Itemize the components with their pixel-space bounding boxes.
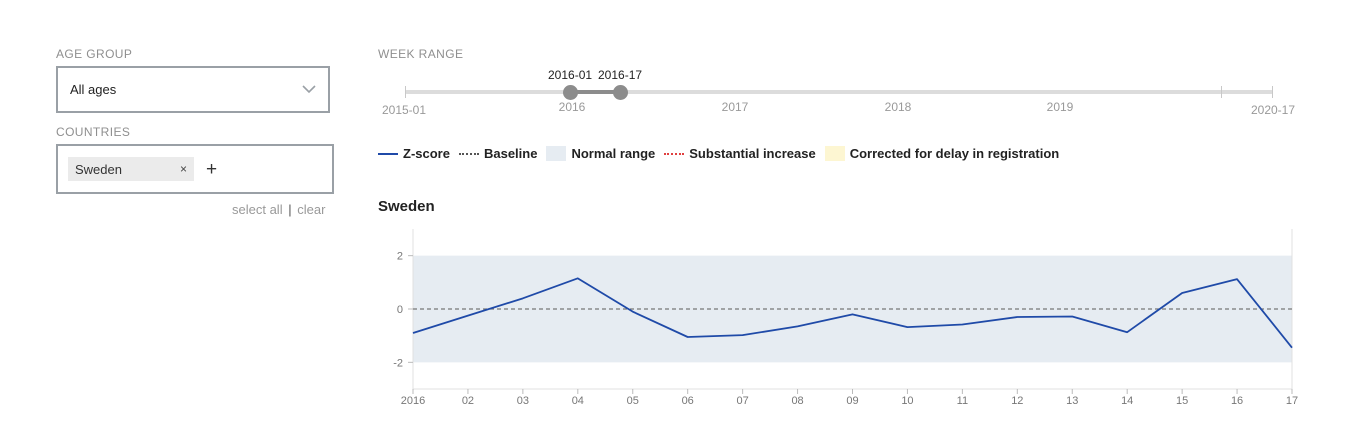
x-tick-label: 2016 bbox=[401, 395, 425, 407]
legend-swatch bbox=[378, 152, 398, 155]
x-tick-label: 11 bbox=[957, 395, 968, 407]
slider-tick: 2016 bbox=[558, 100, 586, 114]
x-tick-label: 07 bbox=[737, 395, 749, 407]
y-tick-label: 0 bbox=[397, 304, 403, 316]
x-tick-label: 03 bbox=[517, 395, 529, 407]
range-start-label: 2016-01 bbox=[548, 68, 593, 82]
x-tick-label: 09 bbox=[846, 395, 858, 407]
legend-swatch bbox=[824, 146, 845, 161]
x-tick-label: 12 bbox=[1011, 395, 1023, 407]
slider-tick: 2019 bbox=[1046, 100, 1074, 114]
x-tick-label: 04 bbox=[572, 395, 584, 407]
countries-label: COUNTRIES bbox=[56, 125, 131, 139]
x-tick-label: 08 bbox=[791, 395, 803, 407]
legend-label: Normal range bbox=[571, 146, 656, 161]
legend-label: Corrected for delay in registration bbox=[849, 146, 1060, 161]
clear-link[interactable]: clear bbox=[297, 202, 326, 217]
slider-tick: 2015-01 bbox=[381, 103, 427, 117]
chart-legend: Z-score Baseline Normal range Substantia… bbox=[378, 146, 1068, 161]
select-all-link[interactable]: select all bbox=[232, 202, 283, 217]
y-tick-label: -2 bbox=[393, 357, 403, 369]
x-tick-label: 06 bbox=[682, 395, 694, 407]
track-start-marker bbox=[405, 86, 406, 98]
age-group-value: All ages bbox=[70, 82, 117, 97]
age-group-select[interactable]: All ages bbox=[56, 66, 330, 113]
x-tick-label: 17 bbox=[1286, 395, 1298, 407]
country-tag-label: Sweden bbox=[75, 161, 122, 177]
x-tick-label: 02 bbox=[462, 395, 474, 407]
legend-swatch bbox=[458, 152, 479, 155]
normal-range-band bbox=[413, 255, 1292, 363]
range-end-label: 2016-17 bbox=[598, 68, 643, 82]
legend-item-baseline: Baseline bbox=[458, 146, 538, 161]
x-tick-label: 13 bbox=[1066, 395, 1078, 407]
legend-item-corrected-delay: Corrected for delay in registration bbox=[824, 146, 1060, 161]
y-tick-label: 2 bbox=[397, 251, 403, 263]
add-country-button[interactable]: + bbox=[206, 158, 218, 180]
range-end-handle[interactable] bbox=[613, 85, 628, 100]
x-tick-label: 14 bbox=[1121, 395, 1133, 407]
age-group-label: AGE GROUP bbox=[56, 47, 133, 61]
legend-item-normal-range: Normal range bbox=[546, 146, 655, 161]
legend-swatch bbox=[664, 152, 685, 155]
legend-label: Z-score bbox=[403, 146, 450, 161]
track-end-marker bbox=[1272, 86, 1273, 98]
slider-tick: 2020-17 bbox=[1250, 103, 1296, 117]
country-tag: Sweden × bbox=[68, 157, 194, 181]
track-marker bbox=[1221, 86, 1222, 98]
chart-title: Sweden bbox=[378, 198, 435, 215]
link-separator: | bbox=[288, 202, 292, 217]
x-tick-label: 16 bbox=[1231, 395, 1243, 407]
slider-tick: 2017 bbox=[721, 100, 749, 114]
week-range-track[interactable] bbox=[405, 90, 1273, 94]
x-tick-label: 10 bbox=[901, 395, 913, 407]
legend-label: Substantial increase bbox=[689, 146, 816, 161]
range-start-handle[interactable] bbox=[563, 85, 578, 100]
legend-item-zscore: Z-score bbox=[378, 146, 450, 161]
chevron-down-icon bbox=[302, 85, 316, 94]
x-tick-label: 15 bbox=[1176, 395, 1188, 407]
legend-swatch bbox=[546, 146, 567, 161]
country-selection-links: select all | clear bbox=[232, 202, 325, 217]
remove-tag-icon[interactable]: × bbox=[179, 162, 187, 176]
legend-label: Baseline bbox=[483, 146, 538, 161]
week-range-label: WEEK RANGE bbox=[378, 47, 464, 61]
legend-item-substantial-increase: Substantial increase bbox=[664, 146, 816, 161]
x-tick-label: 05 bbox=[627, 395, 639, 407]
slider-tick: 2018 bbox=[884, 100, 912, 114]
week-range-selection bbox=[570, 90, 620, 94]
countries-input[interactable]: Sweden × + bbox=[56, 144, 334, 194]
